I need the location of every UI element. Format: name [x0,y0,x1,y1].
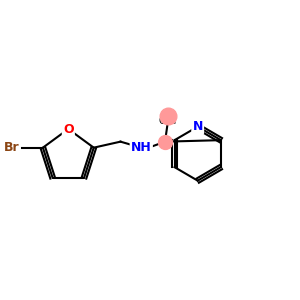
Text: O: O [63,122,74,136]
Text: Br: Br [4,141,19,154]
Text: N: N [193,120,203,133]
Text: CH₃: CH₃ [159,116,177,126]
Text: NH: NH [131,141,152,154]
